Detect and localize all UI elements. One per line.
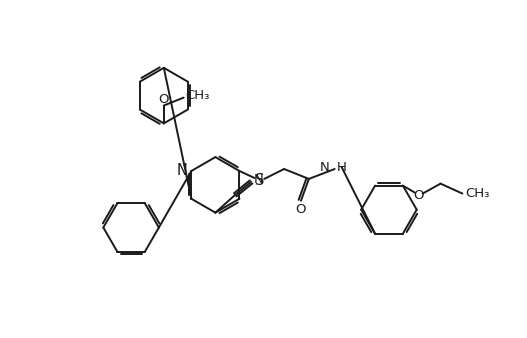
Text: O: O xyxy=(296,203,306,216)
Text: O: O xyxy=(159,93,169,105)
Text: S: S xyxy=(255,173,264,188)
Text: N: N xyxy=(254,173,264,187)
Text: CH₃: CH₃ xyxy=(186,89,210,102)
Text: O: O xyxy=(414,189,424,202)
Text: CH₃: CH₃ xyxy=(465,187,490,200)
Text: H: H xyxy=(337,161,347,173)
Text: N: N xyxy=(177,164,188,178)
Text: N: N xyxy=(320,161,330,173)
